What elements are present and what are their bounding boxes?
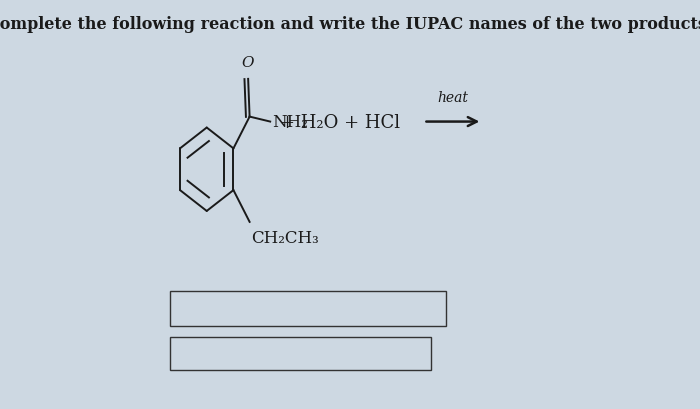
Text: heat: heat xyxy=(438,90,468,104)
Bar xyxy=(170,292,445,326)
Bar xyxy=(170,337,430,370)
Text: + H₂O + HCl: + H₂O + HCl xyxy=(280,113,400,131)
Text: CH₂CH₃: CH₂CH₃ xyxy=(251,229,318,246)
Text: Complete the following reaction and write the IUPAC names of the two products.: Complete the following reaction and writ… xyxy=(0,16,700,33)
Text: O: O xyxy=(242,56,254,70)
Text: NH₂: NH₂ xyxy=(272,114,307,131)
